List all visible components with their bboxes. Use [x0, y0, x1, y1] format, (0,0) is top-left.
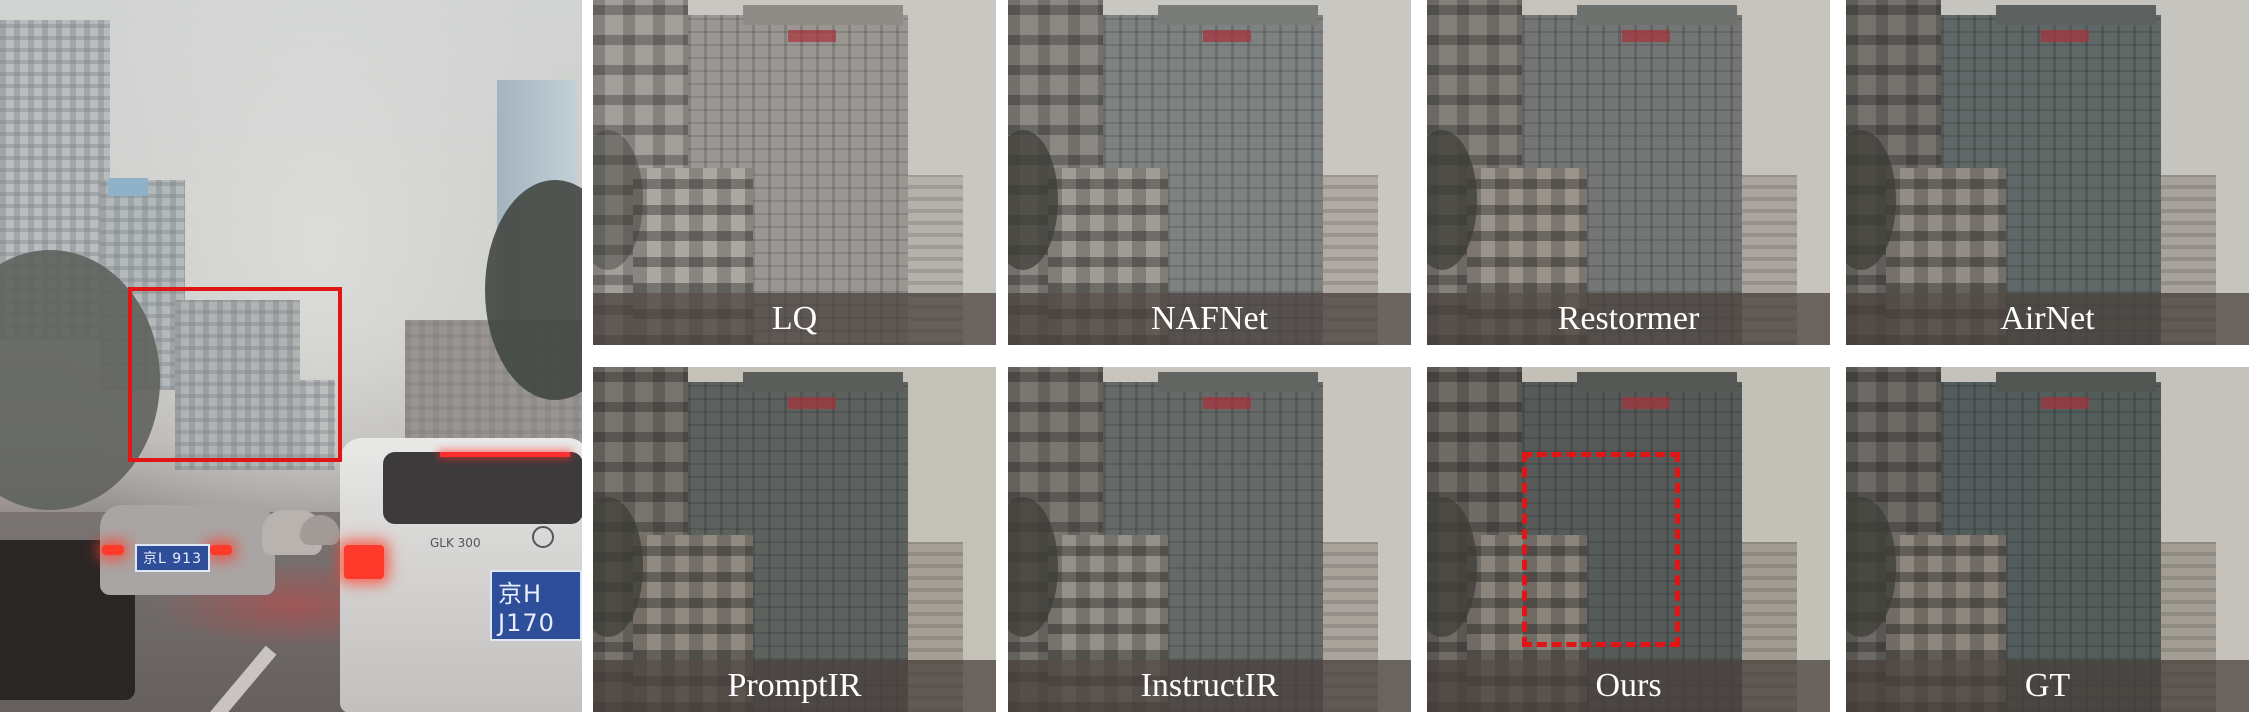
label-bar: GT [1846, 660, 2249, 712]
tower-logo-icon [1622, 30, 1670, 42]
center-tower [175, 300, 300, 470]
method-label: Restormer [1557, 300, 1700, 337]
method-label: NAFNet [1150, 300, 1269, 337]
tower-logo-icon [1622, 397, 1670, 409]
mercedes-logo-icon [532, 526, 554, 548]
label-bar: InstructIR [1008, 660, 1411, 712]
tile-restormer: Restormer [1427, 0, 1830, 345]
label-bar: NAFNet [1008, 293, 1411, 345]
blue-tower-roof [108, 178, 148, 196]
tower-top [1158, 5, 1318, 25]
suv-badge: GLK 300 [430, 536, 481, 550]
tower-top [743, 372, 903, 392]
method-label: LQ [771, 300, 818, 337]
tower-top [1996, 5, 2156, 25]
sedan-tail-light-right [210, 545, 232, 555]
tower-logo-icon [788, 397, 836, 409]
tower-top [1577, 372, 1737, 392]
tile-instructir: InstructIR [1008, 367, 1411, 712]
method-label: InstructIR [1140, 667, 1279, 704]
method-label: Ours [1595, 667, 1662, 704]
tower-top [743, 5, 903, 25]
tower-logo-icon [788, 30, 836, 42]
small-tower [300, 380, 335, 470]
tower-logo-icon [1203, 30, 1251, 42]
tile-nafnet: NAFNet [1008, 0, 1411, 345]
tower-top [1158, 372, 1318, 392]
method-label: PromptIR [727, 667, 862, 704]
label-bar: LQ [593, 293, 996, 345]
tower-top [1577, 5, 1737, 25]
main-scene-image: 京L 913 GLK 300 京H J170 [0, 0, 582, 712]
car-distant-2 [300, 515, 340, 545]
tile-promptir: PromptIR [593, 367, 996, 712]
label-bar: Restormer [1427, 293, 1830, 345]
suv-brake-light [440, 452, 570, 457]
suv-tail-light [344, 545, 384, 579]
zoom-region-box [128, 287, 342, 462]
sedan-tail-light-left [102, 545, 124, 555]
suv-rear-window [383, 452, 582, 524]
tile-ours: Ours [1427, 367, 1830, 712]
method-label: AirNet [2000, 300, 2095, 337]
tile-lq: LQ [593, 0, 996, 345]
tile-airnet: AirNet [1846, 0, 2249, 345]
tower-logo-icon [1203, 397, 1251, 409]
suv-license-plate: 京H J170 [490, 570, 582, 641]
tower-top [1996, 372, 2156, 392]
label-bar: PromptIR [593, 660, 996, 712]
tower-logo-icon [2041, 397, 2089, 409]
tile-gt: GT [1846, 367, 2249, 712]
method-label: GT [2024, 667, 2071, 704]
sedan-license-plate: 京L 913 [135, 544, 210, 572]
label-bar: AirNet [1846, 293, 2249, 345]
label-bar: Ours [1427, 660, 1830, 712]
dashed-highlight-box [1522, 452, 1680, 647]
tower-logo-icon [2041, 30, 2089, 42]
